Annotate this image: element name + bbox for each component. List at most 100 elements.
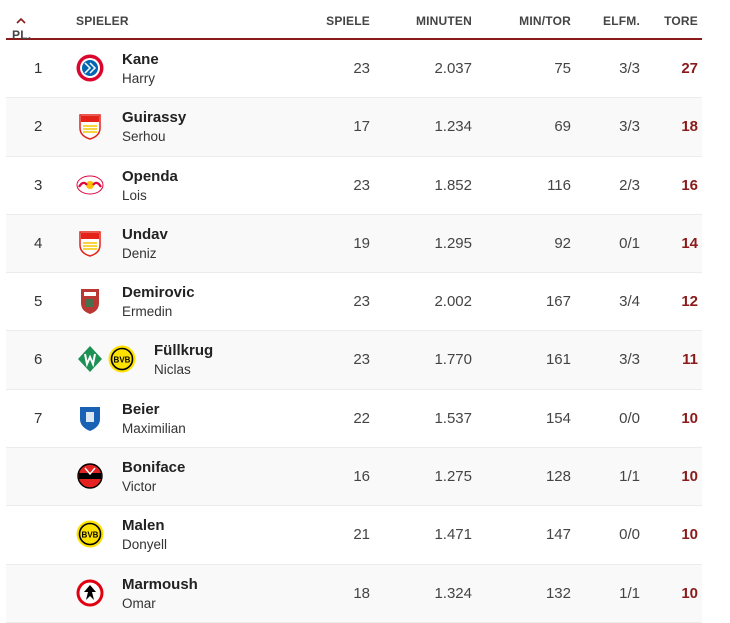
games-cell: 21 (353, 526, 370, 544)
min-per-goal-cell: 132 (545, 584, 571, 602)
games-cell: 23 (353, 176, 370, 194)
games-cell: 23 (353, 60, 370, 77)
table-row[interactable]: 1 Kane Harry 23 2.037 75 3/3 27 (6, 40, 702, 99)
rb-leipzig-crest-icon[interactable] (76, 171, 104, 199)
goals-cell: 10 (681, 409, 698, 427)
player-first-name: Maximilian (122, 420, 186, 436)
player-last-name[interactable]: Guirassy (122, 109, 187, 127)
table-row[interactable]: 5 Demirovic Ermedin 23 2.002 167 3/4 12 (6, 273, 702, 332)
player-first-name: Victor (122, 479, 157, 495)
min-per-goal-cell: 128 (545, 468, 571, 486)
games-cell: 17 (353, 118, 370, 136)
rank-cell: 1 (34, 60, 43, 77)
bvb-crest-icon[interactable] (108, 345, 136, 373)
goals-cell: 16 (681, 176, 698, 194)
vfb-stuttgart-crest-icon[interactable] (76, 229, 104, 257)
penalties-cell: 0/0 (619, 409, 640, 427)
minutes-cell: 1.295 (434, 234, 472, 252)
player-name[interactable]: Openda Lois (122, 168, 178, 203)
games-cell: 22 (353, 409, 370, 427)
min-per-goal-cell: 147 (545, 526, 571, 544)
table-header: PL. SPIELER SPIELE MINUTEN MIN/TOR ELFM.… (6, 0, 702, 42)
player-last-name[interactable]: Marmoush (122, 575, 198, 593)
table-body: 1 Kane Harry 23 2.037 75 3/3 27 2 Guirassy Serhou 1… (6, 40, 702, 623)
player-name[interactable]: Beier Maximilian (122, 401, 186, 436)
scorer-table: PL. SPIELER SPIELE MINUTEN MIN/TOR ELFM.… (6, 0, 702, 623)
table-row[interactable]: Marmoush Omar 18 1.324 132 1/1 10 (6, 564, 702, 623)
player-name[interactable]: Malen Donyell (122, 517, 167, 552)
rank-cell: 3 (34, 176, 43, 194)
games-cell: 23 (353, 351, 370, 369)
goals-header[interactable]: TORE (664, 14, 698, 28)
player-last-name[interactable]: Boniface (122, 459, 186, 477)
bvb-crest-icon[interactable] (76, 520, 104, 548)
minutes-cell: 1.275 (434, 468, 472, 486)
goals-cell: 18 (681, 118, 698, 136)
sort-by-rank-header[interactable]: PL. (12, 14, 31, 42)
minutes-cell: 2.002 (434, 293, 472, 311)
rank-cell: 6 (34, 351, 43, 369)
player-last-name[interactable]: Kane (122, 51, 159, 68)
rank-cell: 7 (34, 409, 43, 427)
minutes-cell: 1.324 (434, 584, 472, 602)
table-row[interactable]: 2 Guirassy Serhou 17 1.234 69 3/3 18 (6, 98, 702, 157)
minutes-cell: 1.770 (434, 351, 472, 369)
goals-cell: 12 (681, 293, 698, 311)
minutes-cell: 1.234 (434, 118, 472, 136)
player-name[interactable]: Kane Harry (122, 51, 159, 86)
fc-bayern-crest-icon[interactable] (76, 54, 104, 82)
min-per-goal-cell: 161 (545, 351, 571, 369)
player-last-name[interactable]: Füllkrug (154, 342, 214, 360)
min-per-goal-cell: 116 (547, 176, 571, 194)
min-per-goal-cell: 92 (554, 234, 571, 252)
penalties-header[interactable]: ELFM. (603, 14, 640, 28)
fc-augsburg-crest-icon[interactable] (76, 287, 104, 315)
player-name[interactable]: Marmoush Omar (122, 576, 198, 611)
player-name[interactable]: Boniface Victor (122, 459, 185, 494)
player-last-name[interactable]: Malen (122, 517, 165, 535)
player-last-name[interactable]: Undav (122, 225, 168, 243)
leverkusen-crest-icon[interactable] (76, 462, 104, 490)
player-last-name[interactable]: Demirovic (122, 284, 195, 302)
penalties-cell: 0/1 (619, 234, 640, 252)
minutes-cell: 2.037 (434, 60, 472, 77)
table-row[interactable]: 6 Füllkrug Niclas 23 1.770 161 3/3 11 (6, 331, 702, 390)
rank-header-label: PL. (12, 28, 32, 42)
penalties-cell: 3/3 (619, 351, 640, 369)
penalties-cell: 2/3 (619, 176, 640, 194)
penalties-cell: 3/3 (619, 118, 640, 136)
player-name[interactable]: Demirovic Ermedin (122, 284, 195, 319)
games-cell: 18 (353, 584, 370, 602)
player-first-name: Lois (122, 187, 147, 203)
player-name[interactable]: Undav Deniz (122, 226, 168, 261)
goals-cell: 10 (681, 584, 698, 602)
player-last-name[interactable]: Openda (122, 167, 178, 185)
table-row[interactable]: Malen Donyell 21 1.471 147 0/0 10 (6, 506, 702, 565)
table-row[interactable]: 7 Beier Maximilian 22 1.537 154 0/0 10 (6, 390, 702, 449)
vfb-stuttgart-crest-icon[interactable] (76, 112, 104, 140)
player-header[interactable]: SPIELER (76, 14, 129, 28)
hoffenheim-crest-icon[interactable] (76, 404, 104, 432)
werder-bremen-crest-icon[interactable] (76, 345, 104, 373)
penalties-cell: 1/1 (619, 468, 640, 486)
minutes-header[interactable]: MINUTEN (415, 14, 472, 28)
eintracht-frankfurt-crest-icon[interactable] (76, 579, 104, 607)
min-per-goal-cell: 154 (545, 409, 571, 427)
player-first-name: Serhou (122, 129, 166, 145)
player-name[interactable]: Guirassy Serhou (122, 109, 186, 144)
min-per-goal-header[interactable]: MIN/TOR (519, 14, 571, 28)
player-first-name: Omar (122, 595, 156, 611)
player-last-name[interactable]: Beier (122, 400, 160, 418)
min-per-goal-cell: 75 (554, 60, 571, 77)
table-row[interactable]: Boniface Victor 16 1.275 128 1/1 10 (6, 448, 702, 507)
player-first-name: Niclas (154, 362, 191, 378)
min-per-goal-cell: 167 (545, 293, 571, 311)
player-first-name: Donyell (122, 537, 168, 553)
player-name[interactable]: Füllkrug Niclas (154, 342, 213, 377)
table-row[interactable]: 4 Undav Deniz 19 1.295 92 0/1 14 (6, 214, 702, 274)
games-header[interactable]: SPIELE (326, 14, 370, 28)
table-row[interactable]: 3 Openda Lois 23 1.852 116 2/3 16 (6, 157, 702, 215)
penalties-cell: 3/3 (619, 60, 640, 77)
games-cell: 16 (353, 468, 370, 486)
player-first-name: Harry (122, 71, 155, 86)
